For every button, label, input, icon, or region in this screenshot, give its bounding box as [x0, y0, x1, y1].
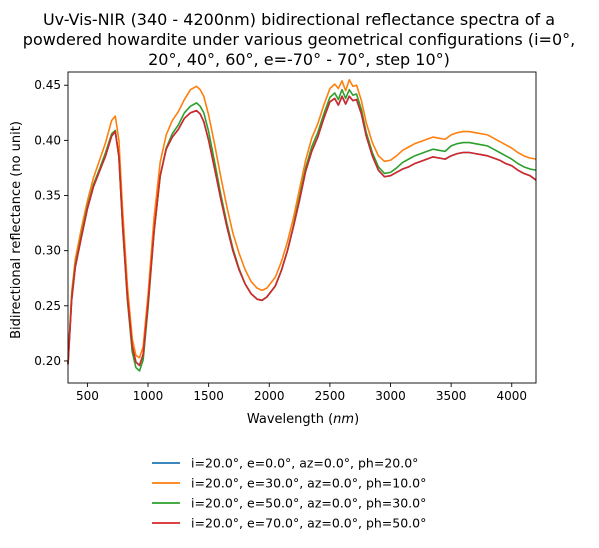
x-tick-label: 3500: [436, 389, 467, 403]
x-tick-label: 4000: [496, 389, 527, 403]
legend-label: i=20.0°, e=0.0°, az=0.0°, ph=20.0°: [191, 456, 418, 471]
x-axis-label: Wavelength (nm): [247, 412, 359, 427]
y-tick-label: 0.40: [34, 133, 61, 147]
plot-frame: [67, 71, 537, 384]
x-axis-label-unit: nm: [333, 412, 354, 427]
y-tick-label: 0.30: [34, 244, 61, 258]
x-axis-label-suffix: ): [354, 412, 359, 427]
series-line-1: [67, 95, 537, 367]
x-tick-label: 2000: [254, 389, 285, 403]
y-tick-label: 0.20: [34, 354, 61, 368]
x-axis-label-prefix: Wavelength (: [247, 412, 333, 427]
chart-title-line: powdered howardite under various geometr…: [23, 30, 575, 49]
x-tick-label: 2500: [315, 389, 346, 403]
series-layer: [67, 78, 537, 372]
y-tick-label: 0.35: [34, 189, 61, 203]
chart-title-line: 20°, 40°, 60°, e=-70° - 70°, step 10°): [148, 50, 450, 69]
x-tick-label: 3000: [375, 389, 406, 403]
x-tick-label: 1000: [133, 389, 164, 403]
chart-title: Uv-Vis-NIR (340 - 4200nm) bidirectional …: [23, 10, 575, 69]
x-tick-label: 500: [76, 389, 99, 403]
legend-label: i=20.0°, e=50.0°, az=0.0°, ph=30.0°: [191, 496, 426, 511]
legend-label: i=20.0°, e=30.0°, az=0.0°, ph=10.0°: [191, 476, 426, 491]
legend: i=20.0°, e=0.0°, az=0.0°, ph=20.0° i=20.0…: [152, 456, 426, 531]
y-axis-label: Bidirectional reflectance (no unit): [9, 121, 24, 339]
legend-label: i=20.0°, e=70.0°, az=0.0°, ph=50.0°: [191, 516, 426, 531]
series-line-2: [67, 78, 537, 365]
y-tick-label: 0.45: [34, 78, 61, 92]
y-tick-label: 0.25: [34, 299, 61, 313]
x-tick-label: 1500: [193, 389, 224, 403]
chart-title-line: Uv-Vis-NIR (340 - 4200nm) bidirectional …: [43, 10, 555, 29]
series-line-4: [67, 95, 537, 367]
axes-layer: 500 1000 1500 2000 2500 3000 3500 4000 0.20 0.25 0…: [34, 71, 537, 403]
